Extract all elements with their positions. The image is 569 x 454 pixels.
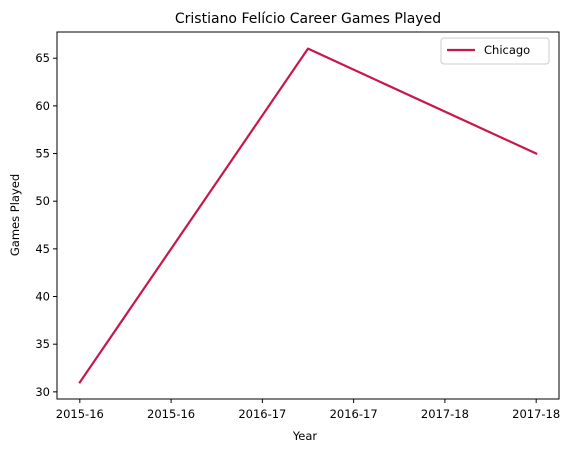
- x-tick-label: 2016-17: [330, 407, 378, 421]
- x-tick-label: 2017-18: [512, 407, 560, 421]
- legend-box: [440, 37, 550, 65]
- series-line-chicago: [78, 47, 538, 384]
- y-tick-label: 30: [35, 385, 50, 399]
- legend: Chicago: [440, 37, 550, 65]
- x-axis-label: Year: [292, 429, 318, 443]
- chart-title: Cristiano Felício Career Games Played: [175, 11, 441, 27]
- y-tick-label: 60: [35, 99, 50, 113]
- plot-frame: [56, 31, 560, 400]
- x-tick-label: 2015-16: [56, 407, 104, 421]
- x-tick-label: 2016-17: [238, 407, 286, 421]
- y-tick-label: 35: [35, 337, 50, 351]
- y-tick-label: 65: [35, 51, 50, 65]
- y-tick-label: 45: [35, 242, 50, 256]
- x-axis-ticks: 2015-16 2015-16 2016-17 2016-17 2017-18 2017-…: [56, 399, 560, 421]
- legend-label-chicago: Chicago: [484, 43, 530, 57]
- y-axis-ticks: 30 35 40 45 50 55 60 65: [35, 51, 57, 399]
- series-layer: [78, 47, 538, 384]
- y-axis-label: Games Played: [8, 174, 22, 256]
- y-tick-label: 50: [35, 194, 50, 208]
- x-tick-label: 2017-18: [421, 407, 469, 421]
- x-tick-label: 2015-16: [147, 407, 195, 421]
- y-tick-label: 55: [35, 147, 50, 161]
- y-tick-label: 40: [35, 290, 50, 304]
